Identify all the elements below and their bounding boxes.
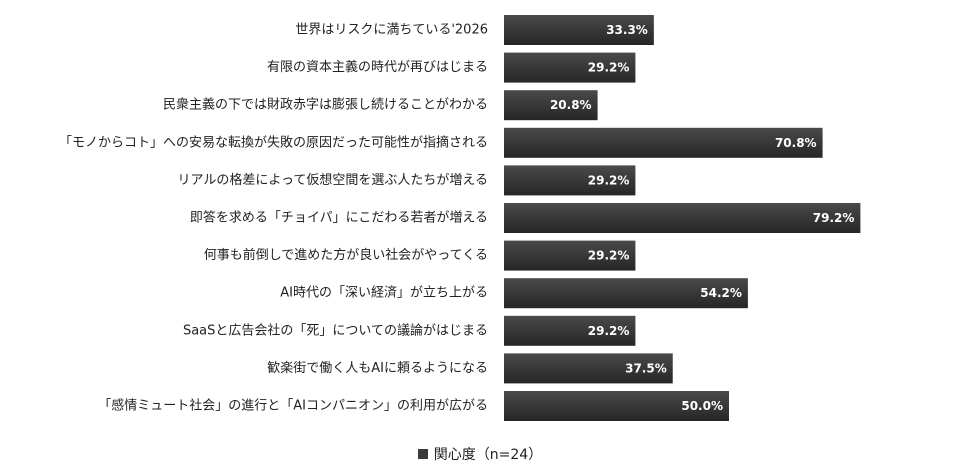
category-label: リアルの格差によって仮想空間を選ぶ人たちが増える bbox=[178, 172, 488, 188]
bar bbox=[504, 315, 636, 346]
category-label: 民衆主義の下では財政赤字は膨張し続けることがわかる bbox=[163, 97, 488, 113]
bar-value-label: 70.8% bbox=[775, 136, 817, 150]
bar-value-label: 33.3% bbox=[606, 23, 648, 37]
bar-value-label: 20.8% bbox=[550, 98, 592, 112]
bar bbox=[504, 203, 861, 233]
legend-swatch bbox=[417, 449, 428, 459]
bar bbox=[504, 240, 636, 271]
bar-value-label: 50.0% bbox=[681, 399, 723, 413]
bar bbox=[504, 15, 654, 45]
bar bbox=[504, 52, 636, 83]
bar-value-label: 29.2% bbox=[588, 249, 630, 263]
bar-value-label: 37.5% bbox=[625, 361, 667, 375]
bar bbox=[504, 278, 748, 309]
category-label: 歓楽街で働く人もAIに頼るようになる bbox=[267, 360, 488, 376]
category-label: 何事も前倒しで進めた方が良い社会がやってくる bbox=[204, 247, 488, 263]
bar bbox=[504, 90, 598, 121]
bar-value-label: 29.2% bbox=[588, 324, 630, 338]
legend-label: 関心度（n=24） bbox=[433, 447, 543, 463]
bar bbox=[504, 353, 673, 384]
bar-value-label: 29.2% bbox=[588, 173, 630, 187]
category-label: 世界はリスクに満ちている'2026 bbox=[295, 23, 488, 38]
category-label: 有限の資本主義の時代が再びはじまる bbox=[267, 59, 488, 75]
category-label: SaaSと広告会社の「死」についての議論がはじまる bbox=[183, 322, 488, 338]
bar-value-label: 29.2% bbox=[588, 61, 630, 75]
bar bbox=[504, 391, 729, 421]
category-label: AI時代の「深い経済」が立ち上がる bbox=[280, 285, 488, 301]
bar-value-label: 79.2% bbox=[813, 211, 855, 225]
category-label: 「感情ミュート社会」の進行と「AIコンパニオン」の利用が広がる bbox=[98, 398, 488, 414]
bar bbox=[504, 165, 636, 196]
bar bbox=[504, 127, 823, 158]
bars-group: 世界はリスクに満ちている'2026 33.3% 有限の資本主義の時代が再びはじまる 2… bbox=[59, 15, 861, 421]
legend: 関心度（n=24） bbox=[0, 444, 960, 464]
category-label: 即答を求める「チョイパ」にこだわる若者が増える bbox=[190, 210, 488, 226]
category-label: 「モノからコト」への安易な転換が失敗の原因だった可能性が指摘される bbox=[59, 134, 488, 150]
bar-value-label: 54.2% bbox=[700, 286, 742, 300]
